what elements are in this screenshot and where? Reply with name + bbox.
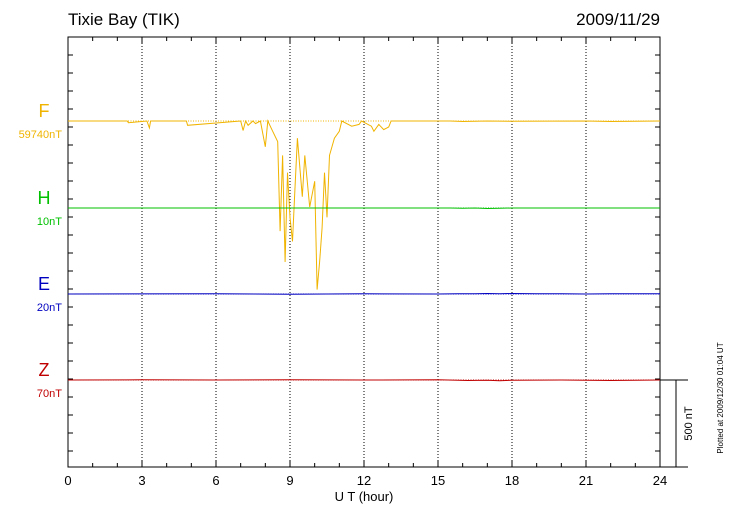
- x-tick-label: 24: [653, 473, 667, 488]
- x-tick-label: 21: [579, 473, 593, 488]
- series-traces: [67, 119, 661, 382]
- series-line-h: [68, 207, 660, 210]
- date-title: 2009/11/29: [576, 10, 660, 29]
- component-labels: F 59740nT H 10nT E 20nT Z 70nT: [19, 101, 63, 400]
- component-letter-e: E: [38, 274, 50, 294]
- series-line-z: [67, 379, 661, 382]
- scale-bar: 500 nT: [660, 379, 695, 468]
- plot-frame: [67, 36, 661, 468]
- axis-ticks: 0 3 6 9 12 15 18 21 24: [64, 37, 667, 488]
- station-title: Tixie Bay (TIK): [68, 10, 180, 29]
- series-line-f: [68, 119, 661, 290]
- x-axis-title: U T (hour): [335, 489, 394, 504]
- component-baseline-e: 20nT: [37, 302, 62, 314]
- component-letter-f: F: [39, 101, 50, 121]
- plotted-note: Plotted at 2009/12/30 01:04 UT: [716, 342, 725, 453]
- grid-lines: [141, 37, 587, 467]
- component-letter-z: Z: [39, 360, 50, 380]
- series-line-e: [67, 292, 661, 295]
- x-tick-label: 3: [138, 473, 145, 488]
- component-baseline-h: 10nT: [37, 216, 62, 228]
- x-tick-label: 9: [286, 473, 293, 488]
- component-baseline-f: 59740nT: [19, 129, 63, 141]
- scale-bar-label: 500 nT: [683, 406, 695, 441]
- component-baseline-z: 70nT: [37, 388, 62, 400]
- x-tick-label: 15: [431, 473, 445, 488]
- x-tick-label: 12: [357, 473, 371, 488]
- x-tick-label: 0: [64, 473, 71, 488]
- x-tick-label: 18: [505, 473, 519, 488]
- component-letter-h: H: [38, 188, 51, 208]
- x-tick-label: 6: [212, 473, 219, 488]
